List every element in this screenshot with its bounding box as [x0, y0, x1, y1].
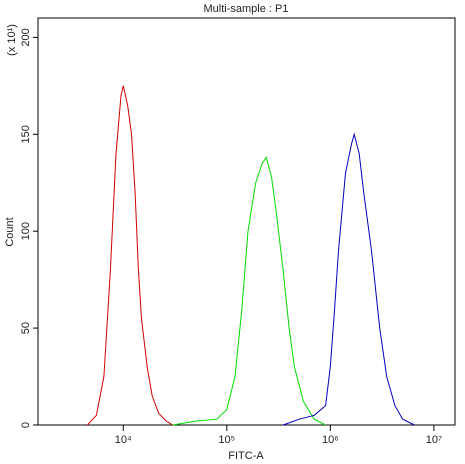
histogram-line [282, 132, 415, 426]
y-tick-label: 0 [20, 422, 32, 428]
y-tick-label: 100 [20, 222, 32, 240]
histogram-line [172, 156, 326, 426]
plot-frame [37, 17, 456, 426]
histogram-line [87, 85, 173, 426]
y-tick-label: 50 [20, 322, 32, 334]
x-tick-label: 10⁷ [426, 434, 442, 446]
y-unit-label: (x 10¹) [6, 24, 18, 56]
y-axis-label: Count [4, 217, 16, 246]
chart-title: Multi-sample : P1 [204, 3, 289, 15]
x-tick-label: 10⁵ [218, 434, 235, 446]
x-axis-label: FITC-A [228, 450, 264, 462]
y-tick-label: 200 [20, 28, 32, 46]
x-tick-label: 10⁶ [322, 434, 339, 446]
y-tick-label: 150 [20, 125, 32, 143]
x-tick-label: 10⁴ [115, 434, 132, 446]
